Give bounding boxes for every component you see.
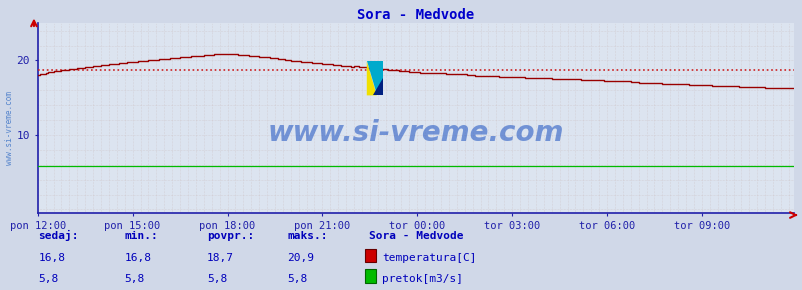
Text: 16,8: 16,8 (38, 253, 66, 263)
Text: www.si-vreme.com: www.si-vreme.com (267, 119, 564, 147)
Text: www.si-vreme.com: www.si-vreme.com (5, 90, 14, 165)
Title: Sora - Medvode: Sora - Medvode (357, 8, 474, 22)
Text: povpr.:: povpr.: (207, 231, 254, 241)
Text: 5,8: 5,8 (287, 274, 307, 284)
Text: 5,8: 5,8 (38, 274, 59, 284)
Text: pretok[m3/s]: pretok[m3/s] (382, 274, 463, 284)
Text: 20,9: 20,9 (287, 253, 314, 263)
Text: min.:: min.: (124, 231, 158, 241)
Text: 5,8: 5,8 (207, 274, 227, 284)
Polygon shape (373, 78, 383, 95)
Text: 18,7: 18,7 (207, 253, 234, 263)
Text: temperatura[C]: temperatura[C] (382, 253, 476, 263)
Polygon shape (367, 61, 376, 95)
Text: maks.:: maks.: (287, 231, 327, 241)
Polygon shape (367, 61, 383, 95)
Text: 5,8: 5,8 (124, 274, 144, 284)
Text: 16,8: 16,8 (124, 253, 152, 263)
Text: Sora - Medvode: Sora - Medvode (369, 231, 464, 241)
Text: sedaj:: sedaj: (38, 230, 79, 241)
